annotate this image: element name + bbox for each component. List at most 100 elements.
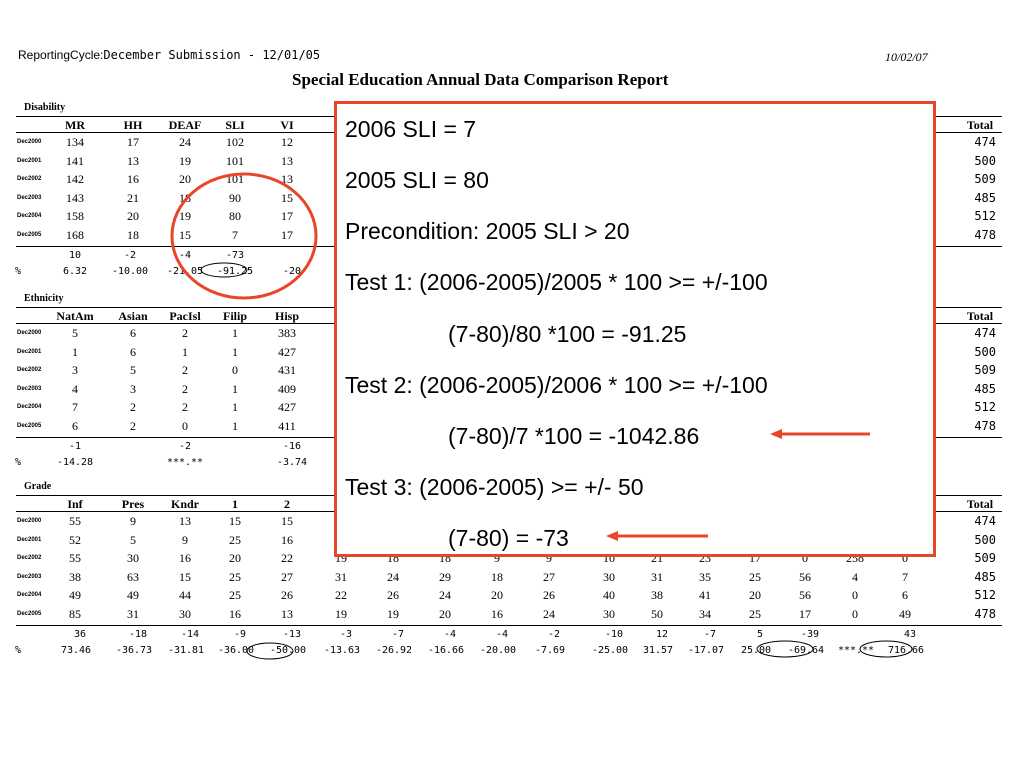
callout-line-precondition: Precondition: 2005 SLI > 20 bbox=[345, 218, 630, 244]
disability-col-header: MR bbox=[65, 118, 85, 132]
disability-cell: 141 bbox=[66, 153, 84, 168]
disability-col-header: HH bbox=[123, 118, 143, 132]
disability-total-cell: 512 bbox=[974, 209, 996, 223]
grade-total-cell: 474 bbox=[974, 514, 996, 528]
disability-pct-cell: -10.00 bbox=[111, 266, 149, 277]
ethnicity-section-label: Ethnicity bbox=[24, 293, 64, 304]
grade-col-header: Kndr bbox=[170, 497, 199, 511]
ethnicity-cell: 409 bbox=[278, 381, 296, 396]
reporting-cycle: ReportingCycle:December Submission - 12/… bbox=[18, 48, 320, 62]
grade-pct-cell: -7.69 bbox=[534, 645, 566, 656]
callout-line-test2: Test 2: (2006-2005)/2006 * 100 >= +/-100 bbox=[345, 372, 768, 398]
ethnicity-total-cell: 512 bbox=[974, 400, 996, 414]
grade-cell: 24 bbox=[387, 569, 399, 584]
ethnicity-col-header: Filip bbox=[222, 309, 247, 323]
grade-cell: 27 bbox=[281, 569, 293, 584]
grade-cell: 30 bbox=[603, 606, 615, 621]
grade-row-label: Dec2005 bbox=[17, 610, 42, 617]
ethnicity-total-header: Total bbox=[966, 309, 994, 323]
grade-cell: 31 bbox=[651, 569, 663, 584]
reporting-cycle-label: ReportingCycle: bbox=[18, 48, 104, 62]
callout-line-test1: Test 1: (2006-2005)/2005 * 100 >= +/-100 bbox=[345, 269, 768, 295]
grade-cell: 9 bbox=[130, 514, 136, 528]
ethnicity-pct-label: % bbox=[14, 457, 22, 468]
disability-cell: 19 bbox=[179, 209, 191, 223]
callout-line-test3-calc: (7-80) = -73 bbox=[448, 525, 569, 551]
grade-pct-cell: 73.46 bbox=[60, 645, 92, 656]
grade-diff-cell: -2 bbox=[547, 629, 561, 640]
grade-cell: 7 bbox=[902, 569, 908, 584]
disability-row-label: Dec2001 bbox=[17, 157, 42, 164]
grade-row-label: Dec2002 bbox=[17, 555, 42, 561]
ethnicity-diff-cell: -1 bbox=[68, 441, 82, 452]
grade-pct-cell: -17.07 bbox=[687, 645, 725, 656]
ethnicity-diff-cell: -2 bbox=[178, 441, 192, 452]
disability-total-cell: 485 bbox=[974, 190, 996, 205]
grade-pct-label: % bbox=[14, 645, 22, 656]
ethnicity-total-cell: 474 bbox=[974, 326, 996, 340]
disability-diff-cell: 10 bbox=[68, 250, 82, 261]
grade-diff-cell: -13 bbox=[282, 629, 302, 640]
grade-section-label: Grade bbox=[24, 481, 52, 492]
grade-total-cell: 478 bbox=[974, 606, 996, 621]
pct-oval-grade2 bbox=[246, 642, 294, 660]
grade-cell: 15 bbox=[229, 514, 241, 528]
grade-diff-cell: -7 bbox=[391, 629, 405, 640]
grade-cell: 27 bbox=[543, 569, 555, 584]
ethnicity-cell: 427 bbox=[278, 344, 296, 359]
ethnicity-cell: 1 bbox=[232, 400, 238, 414]
pct-oval-grade-col15 bbox=[756, 640, 814, 658]
grade-diff-cell: -3 bbox=[339, 629, 353, 640]
disability-cell: 158 bbox=[66, 209, 84, 223]
reporting-cycle-value: December Submission - 12/01/05 bbox=[103, 48, 321, 62]
grade-cell: 52 bbox=[69, 532, 81, 547]
page-title: Special Education Annual Data Comparison… bbox=[292, 70, 669, 89]
ethnicity-cell: 6 bbox=[130, 344, 136, 359]
disability-cell: 168 bbox=[66, 227, 84, 242]
disability-cell: 80 bbox=[229, 209, 241, 223]
grade-cell: 38 bbox=[651, 588, 663, 602]
disability-cell: 17 bbox=[127, 135, 139, 149]
disability-row-label: Dec2000 bbox=[17, 139, 42, 145]
ethnicity-cell: 0 bbox=[182, 418, 188, 433]
grade-cell: 13 bbox=[281, 606, 293, 621]
ethnicity-cell: 1 bbox=[232, 418, 238, 433]
ethnicity-col-header: PacIsl bbox=[169, 309, 201, 323]
sli-calculation-callout: 2006 SLI = 7 2005 SLI = 80 Precondition:… bbox=[334, 101, 936, 557]
ethnicity-cell: 6 bbox=[130, 326, 136, 340]
grade-cell: 16 bbox=[491, 606, 503, 621]
grade-pct-cell: -20.00 bbox=[479, 645, 517, 656]
grade-cell: 0 bbox=[902, 551, 908, 565]
grade-diff-cell: -9 bbox=[233, 629, 247, 640]
ethnicity-row-label: Dec2005 bbox=[17, 422, 42, 429]
grade-cell: 20 bbox=[439, 606, 451, 621]
ethnicity-cell: 427 bbox=[278, 400, 296, 414]
grade-cell: 19 bbox=[335, 606, 347, 621]
ethnicity-row-label: Dec2000 bbox=[17, 330, 42, 336]
disability-cell: 24 bbox=[179, 135, 191, 149]
disability-cell: 90 bbox=[229, 190, 241, 205]
ethnicity-cell: 5 bbox=[72, 326, 78, 340]
ethnicity-cell: 2 bbox=[182, 400, 188, 414]
grade-total-cell: 512 bbox=[974, 588, 996, 602]
ethnicity-total-cell: 485 bbox=[974, 381, 996, 396]
disability-total-header: Total bbox=[966, 118, 994, 132]
grade-cell: 22 bbox=[281, 551, 293, 565]
grade-cell: 49 bbox=[127, 588, 139, 602]
grade-cell: 19 bbox=[387, 606, 399, 621]
ethnicity-cell: 7 bbox=[72, 400, 78, 414]
grade-pct-cell: -50.00 bbox=[269, 645, 307, 656]
disability-col-header: DEAF bbox=[168, 118, 202, 132]
disability-row-label: Dec2004 bbox=[17, 213, 42, 219]
ethnicity-col-header: Asian bbox=[118, 309, 148, 323]
grade-col-header: 1 bbox=[232, 497, 238, 511]
grade-col-header: Pres bbox=[121, 497, 145, 511]
grade-col-header: Inf bbox=[67, 497, 83, 511]
disability-cell: 17 bbox=[281, 227, 293, 242]
disability-cell: 20 bbox=[127, 209, 139, 223]
disability-row-label: Dec2003 bbox=[17, 194, 42, 201]
disability-diff-cell: -4 bbox=[178, 250, 192, 261]
grade-cell: 44 bbox=[179, 588, 191, 602]
grade-cell: 25 bbox=[749, 606, 761, 621]
grade-pct-cell: -13.63 bbox=[323, 645, 361, 656]
